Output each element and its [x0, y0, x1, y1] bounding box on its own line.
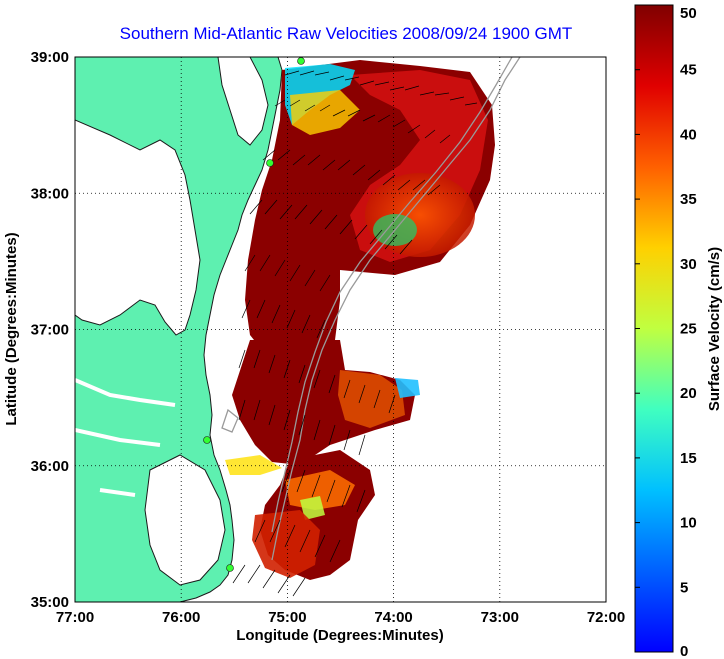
colorbar-tick-label: 35: [680, 191, 697, 208]
y-tick-label: 35:00: [31, 594, 69, 611]
grid-lines: [75, 57, 606, 602]
colorbar-tick-label: 10: [680, 515, 697, 532]
chart-title: Southern Mid-Atlantic Raw Velocities 200…: [120, 24, 573, 43]
x-axis-label: Longitude (Degrees:Minutes): [236, 627, 444, 644]
y-tick-labels: 39:00 38:00 37:00 36:00 35:00: [31, 49, 69, 611]
colorbar-tick-label: 20: [680, 385, 697, 402]
colorbar-tick-label: 5: [680, 579, 688, 596]
colorbar-tick-label: 25: [680, 321, 697, 338]
colorbar-tick-label: 0: [680, 643, 688, 659]
x-tick-label: 72:00: [587, 609, 625, 626]
y-tick-label: 37:00: [31, 322, 69, 339]
y-tick-label: 38:00: [31, 185, 69, 202]
river-estuaries: [75, 203, 176, 497]
x-tick-label: 77:00: [56, 609, 94, 626]
x-tick-label: 75:00: [268, 609, 306, 626]
pamlico-sound: [144, 454, 226, 586]
y-tick-label: 39:00: [31, 49, 69, 66]
colorbar-tick-label: 40: [680, 126, 697, 143]
colorbar-tick-label: 30: [680, 256, 697, 273]
y-tick-label: 36:00: [31, 458, 69, 475]
colorbar-tick-label: 45: [680, 62, 697, 79]
delaware-bay: [217, 57, 269, 146]
colorbar-tick-label: 15: [680, 450, 697, 467]
colorbar-label: Surface Velocity (cm/s): [706, 247, 723, 411]
velocity-vectors: [232, 70, 478, 597]
station-marker: [266, 159, 274, 167]
bathymetry-contours: [221, 57, 521, 561]
x-tick-label: 73:00: [481, 609, 519, 626]
x-tick-label: 74:00: [374, 609, 412, 626]
chesapeake-bay: [75, 119, 201, 336]
station-marker: [297, 57, 305, 65]
colorbar: [634, 4, 674, 653]
station-marker: [203, 436, 211, 444]
colorbar-tick-label: 50: [680, 5, 697, 22]
x-tick-labels: 77:00 76:00 75:00 74:00 73:00 72:00: [56, 609, 625, 626]
x-tick-label: 76:00: [162, 609, 200, 626]
y-axis-label: Latitude (Degrees:Minutes): [3, 232, 20, 425]
station-marker: [226, 564, 234, 572]
axes-frame: [74, 56, 607, 603]
